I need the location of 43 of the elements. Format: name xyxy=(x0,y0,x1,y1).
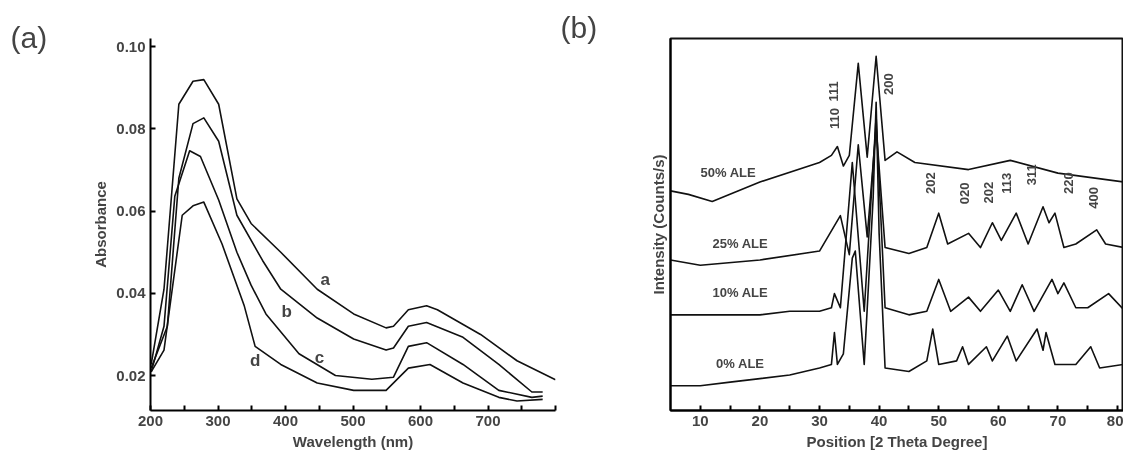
x-axis-title: Position [2 Theta Degree] xyxy=(806,432,988,450)
x-tick-label: 500 xyxy=(340,411,366,429)
x-tick-label: 70 xyxy=(1049,411,1067,429)
y-axis-title: Absorbance xyxy=(92,181,110,268)
y-tick-label: 0.04 xyxy=(116,284,147,302)
y-tick-label: 0.10 xyxy=(116,37,146,55)
y-axis-title: Intensity (Counts/s) xyxy=(649,154,667,295)
x-tick-label: 20 xyxy=(751,411,769,429)
x-tick-label: 600 xyxy=(407,411,434,429)
x-tick-label: 200 xyxy=(137,411,164,429)
annotation: 202 xyxy=(980,181,996,204)
series-label: 0% ALE xyxy=(716,356,765,372)
series-label: 25% ALE xyxy=(712,235,768,251)
annotation: 220 xyxy=(1061,172,1077,195)
series-label: b xyxy=(281,301,292,321)
series-label: d xyxy=(249,350,261,370)
annotation: 400 xyxy=(1086,186,1102,209)
chart-title: (a) xyxy=(10,20,48,54)
series-label: c xyxy=(314,348,325,368)
x-tick-label: 30 xyxy=(811,411,828,429)
annotation: 020 xyxy=(957,182,973,205)
y-tick-label: 0.02 xyxy=(116,366,146,384)
x-tick-label: 400 xyxy=(272,411,299,429)
x-tick-label: 60 xyxy=(989,411,1007,429)
annotation: 200 xyxy=(880,73,896,96)
series-label: 10% ALE xyxy=(712,285,768,301)
y-tick-label: 0.06 xyxy=(116,202,146,220)
chart-title: (b) xyxy=(560,10,598,44)
series-label: 50% ALE xyxy=(700,164,757,180)
x-axis-title: Wavelength (nm) xyxy=(292,432,414,450)
annotation: 202 xyxy=(923,172,939,195)
annotation: 311 xyxy=(1023,164,1039,186)
x-tick-label: 40 xyxy=(870,411,888,429)
annotation: 110 xyxy=(826,108,842,130)
annotation: 113 xyxy=(998,172,1014,194)
annotation: 111 xyxy=(825,81,841,102)
y-tick-label: 0.08 xyxy=(116,119,146,137)
x-tick-label: 300 xyxy=(205,411,231,429)
x-tick-label: 700 xyxy=(475,411,501,429)
x-tick-label: 80 xyxy=(1106,411,1123,429)
x-tick-label: 10 xyxy=(691,411,709,429)
x-tick-label: 50 xyxy=(930,411,948,429)
series-label: a xyxy=(320,269,331,289)
